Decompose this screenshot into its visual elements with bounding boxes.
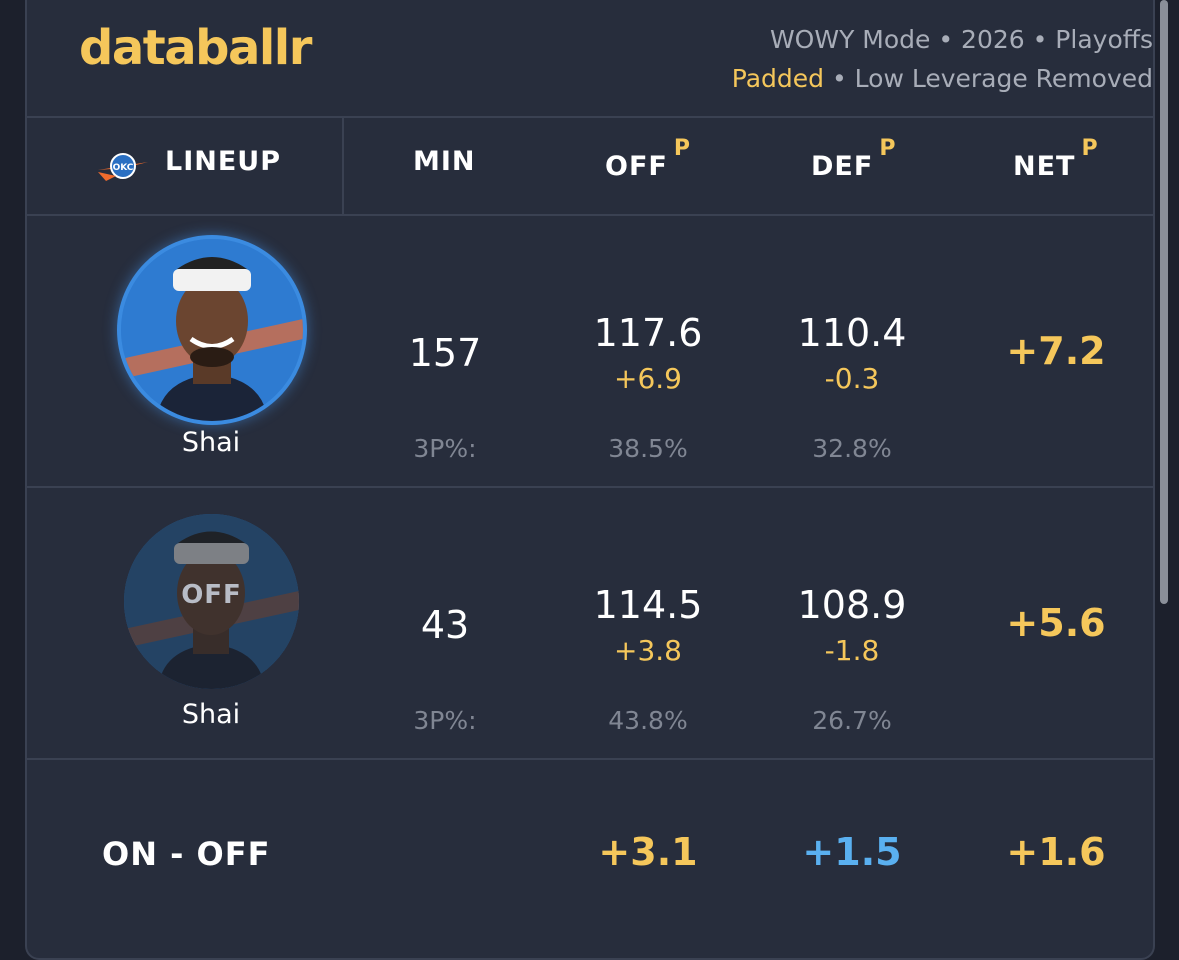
padded-marker: P: [879, 136, 897, 161]
net-rating: +7.2: [1006, 329, 1106, 373]
padded-marker: P: [1081, 136, 1099, 161]
off-overlay: [124, 514, 299, 689]
header-min[interactable]: MIN: [413, 146, 476, 177]
on-off-off: +3.1: [598, 830, 698, 874]
def-three-pct: 32.8%: [812, 434, 892, 463]
okc-thunder-logo-icon: OKC: [98, 153, 148, 181]
divider: [27, 116, 1153, 118]
filter-rest: • Low Leverage Removed: [824, 64, 1153, 93]
stats-card: databallr WOWY Mode • 2026 • Playoffs Pa…: [25, 0, 1155, 960]
on-off-label: ON - OFF: [102, 835, 271, 873]
header-lineup[interactable]: LINEUP: [165, 146, 282, 177]
header-off-label: OFF: [605, 151, 668, 182]
mode-line: WOWY Mode • 2026 • Playoffs: [769, 25, 1153, 54]
def-three-pct: 26.7%: [812, 706, 892, 735]
header-net-label: NET: [1013, 151, 1076, 182]
off-three-pct: 43.8%: [608, 706, 688, 735]
divider: [27, 214, 1153, 216]
off-rating: 117.6: [593, 311, 703, 355]
header-net[interactable]: NETP: [1013, 136, 1099, 182]
on-off-def: +1.5: [802, 830, 902, 874]
padded-marker: P: [673, 136, 691, 161]
filter-line: Padded • Low Leverage Removed: [453, 59, 1153, 98]
divider: [27, 486, 1153, 488]
off-delta: +3.8: [614, 634, 682, 667]
header-def[interactable]: DEFP: [811, 136, 896, 182]
minutes-value: 157: [408, 331, 482, 375]
scrollbar[interactable]: [1160, 0, 1168, 604]
player-headshot-icon: [121, 239, 303, 421]
def-rating: 108.9: [797, 583, 907, 627]
three-pct-label: 3P%:: [413, 706, 477, 735]
player-name: Shai: [181, 427, 241, 458]
svg-text:OKC: OKC: [113, 163, 134, 173]
padded-label: Padded: [731, 64, 825, 93]
column-divider: [342, 118, 344, 215]
def-delta: -0.3: [824, 362, 880, 395]
player-name: Shai: [181, 699, 241, 730]
off-badge: OFF: [181, 580, 242, 610]
player-headshot-on[interactable]: [121, 239, 303, 421]
player-headshot-off[interactable]: OFF: [124, 514, 299, 689]
on-off-net: +1.6: [1006, 830, 1106, 874]
def-rating: 110.4: [797, 311, 907, 355]
mode-info: WOWY Mode • 2026 • Playoffs Padded • Low…: [453, 20, 1153, 98]
divider: [27, 758, 1153, 760]
off-rating: 114.5: [593, 583, 703, 627]
def-delta: -1.8: [824, 634, 880, 667]
brand-logo[interactable]: databallr: [79, 20, 312, 76]
header-off[interactable]: OFFP: [605, 136, 691, 182]
header-def-label: DEF: [811, 151, 874, 182]
off-delta: +6.9: [614, 362, 682, 395]
off-three-pct: 38.5%: [608, 434, 688, 463]
minutes-value: 43: [420, 603, 470, 647]
three-pct-label: 3P%:: [413, 434, 477, 463]
net-rating: +5.6: [1006, 601, 1106, 645]
